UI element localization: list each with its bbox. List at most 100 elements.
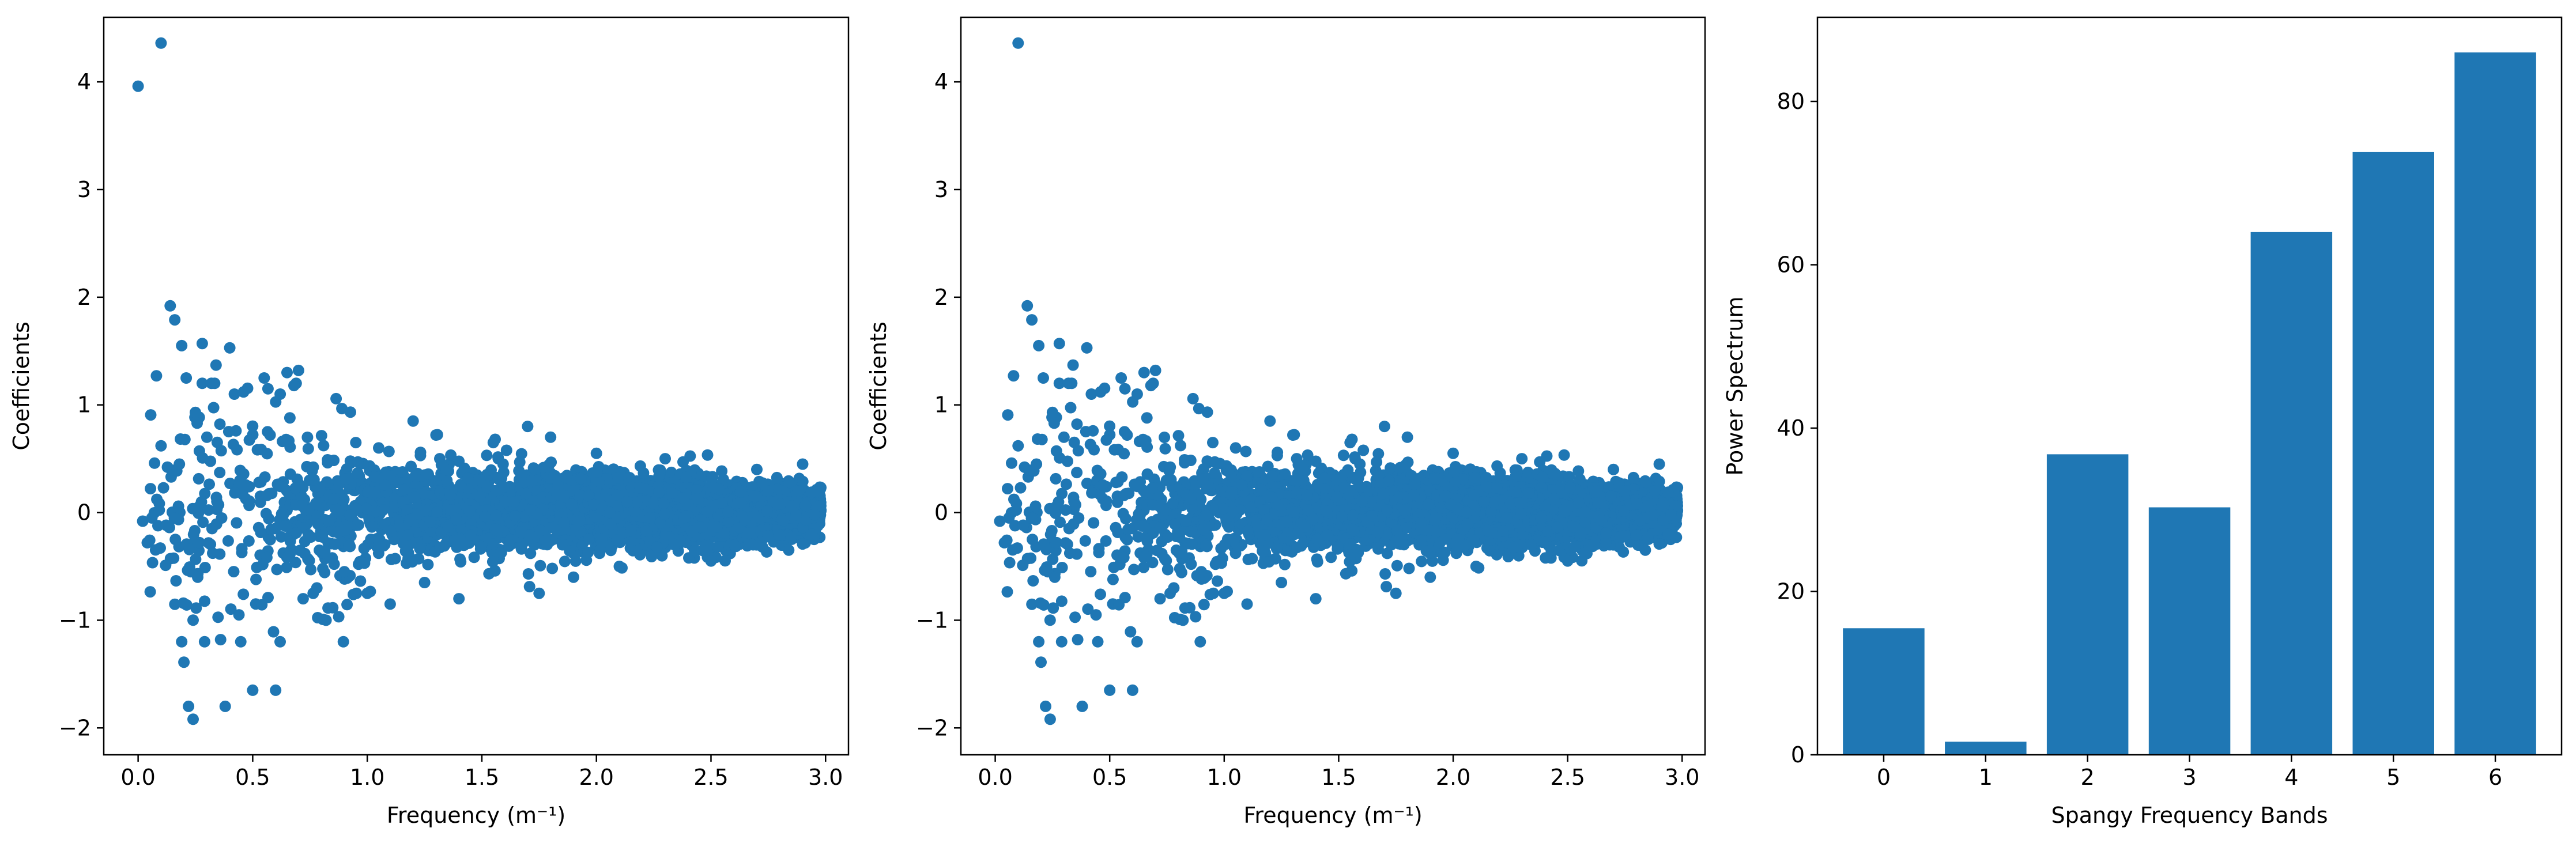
- scatter-point: [154, 542, 166, 554]
- scatter-point: [255, 476, 267, 488]
- scatter-point: [701, 449, 714, 461]
- scatter-point: [327, 602, 339, 614]
- scatter-point: [132, 80, 144, 92]
- scatter-point: [169, 314, 181, 326]
- scatter-point: [214, 418, 226, 430]
- scatter-point: [255, 527, 267, 538]
- scatter-point: [319, 566, 331, 578]
- scatter-point: [491, 525, 503, 536]
- scatter-point: [208, 402, 220, 414]
- scatter-point: [489, 565, 501, 577]
- scatter-point: [289, 482, 301, 494]
- scatter-point: [328, 493, 340, 505]
- scatter-point: [418, 577, 431, 588]
- scatter-point: [538, 462, 549, 474]
- scatter-point: [197, 516, 209, 528]
- scatter-point: [499, 496, 511, 508]
- scatter-point: [534, 559, 546, 572]
- scatter-point: [243, 500, 255, 512]
- scatter-point: [559, 517, 570, 528]
- scatter-point: [354, 575, 367, 587]
- y-tick-label: 1: [77, 392, 91, 418]
- scatter-point: [329, 502, 341, 515]
- scatter-point: [369, 486, 381, 498]
- scatter-point: [149, 457, 161, 469]
- scatter-point: [712, 541, 724, 553]
- scatter-point: [792, 485, 804, 497]
- scatter-point: [797, 538, 809, 550]
- scatter-point: [465, 529, 477, 541]
- scatter-point: [785, 500, 797, 512]
- scatter-point: [296, 500, 308, 512]
- scatter-point: [385, 553, 397, 565]
- scatter-point: [178, 656, 190, 668]
- scatter-point: [640, 525, 653, 537]
- scatter-point: [559, 555, 571, 568]
- scatter-point: [281, 561, 293, 573]
- scatter-point: [1128, 564, 1140, 576]
- scatter-point: [227, 438, 239, 451]
- scatter-point: [267, 626, 280, 638]
- scatter-point: [315, 430, 327, 442]
- scatter-point: [262, 592, 274, 604]
- scatter-point: [176, 636, 188, 648]
- scatter-point: [151, 493, 163, 505]
- scatter-point: [318, 440, 330, 452]
- scatter-point: [329, 538, 341, 550]
- scatter-point: [551, 489, 563, 501]
- scatter-points: [994, 37, 1684, 725]
- scatter-point: [366, 521, 378, 533]
- scatter-point: [258, 372, 270, 384]
- scatter-point: [237, 588, 250, 600]
- scatter-point: [409, 470, 421, 482]
- scatter-point: [345, 406, 356, 418]
- scatter-point: [621, 496, 633, 508]
- scatter-point: [383, 445, 395, 457]
- scatter-point: [564, 545, 576, 557]
- scatter-point: [145, 483, 157, 495]
- scatter-point: [711, 521, 723, 533]
- scatter-point: [783, 544, 795, 556]
- scatter-point: [237, 386, 250, 398]
- scatter-point: [666, 487, 678, 499]
- scatter-point: [373, 442, 384, 454]
- scatter-point: [680, 471, 692, 483]
- scatter-point: [322, 454, 334, 466]
- x-tick-label: 2.0: [579, 765, 613, 790]
- x-tick-label: 2.5: [693, 765, 728, 790]
- scatter-point: [179, 433, 191, 445]
- scatter-point: [255, 444, 267, 456]
- scatter-point: [404, 513, 416, 525]
- scatter-point: [524, 504, 536, 516]
- scatter-point: [658, 497, 670, 509]
- scatter-point: [748, 490, 760, 502]
- scatter-point: [634, 460, 646, 472]
- scatter-point: [481, 449, 493, 462]
- scatter-point: [463, 505, 476, 517]
- scatter-point: [805, 486, 817, 498]
- scatter-point: [409, 491, 421, 503]
- scatter-point: [414, 447, 427, 459]
- y-tick-label: 3: [77, 177, 91, 202]
- scatter-point: [197, 452, 209, 464]
- scatter-point: [229, 487, 241, 499]
- scatter-point: [522, 421, 534, 433]
- scatter-point: [176, 339, 188, 351]
- scatter-point: [487, 437, 499, 449]
- scatter-point: [739, 515, 751, 527]
- scatter-point: [284, 412, 296, 424]
- scatter-point: [262, 383, 274, 395]
- scatter-point: [736, 497, 748, 509]
- scatter-point: [678, 512, 691, 524]
- scatter-point: [311, 582, 323, 594]
- scatter-point: [164, 300, 176, 312]
- scatter-point: [761, 546, 773, 558]
- scatter-point: [341, 599, 353, 611]
- scatter-point: [705, 555, 717, 567]
- scatter-point: [305, 531, 317, 543]
- scatter-point: [310, 497, 322, 509]
- scatter-point: [474, 474, 486, 486]
- scatter-point: [799, 500, 812, 512]
- scatter-point: [323, 515, 335, 527]
- scatter-point: [498, 481, 510, 493]
